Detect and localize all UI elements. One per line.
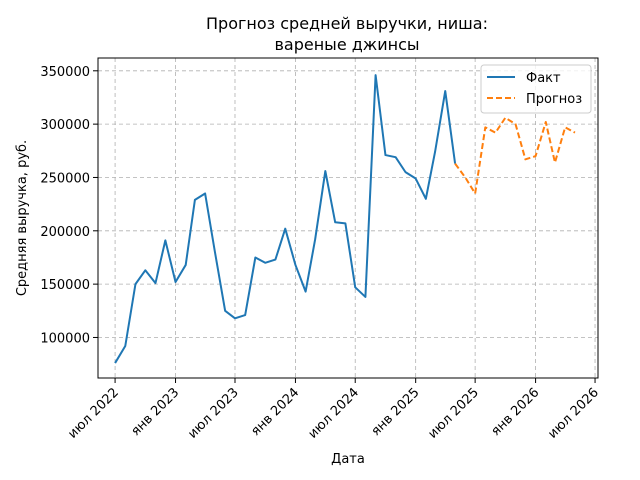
y-tick-label: 300000 [40,118,90,133]
legend-label-forecast: Прогноз [526,92,582,107]
y-tick-label: 100000 [40,331,90,346]
legend: Факт Прогноз [480,64,592,114]
y-tick-label: 150000 [40,278,90,293]
y-tick-label: 350000 [40,65,90,80]
y-tick-label: 250000 [40,171,90,186]
y-axis: 100000 150000 200000 250000 300000 350000 [40,65,98,346]
y-axis-label: Средняя выручка, руб. [15,140,30,296]
chart-title-line-1: Прогноз средней выручки, ниша: [206,14,488,33]
legend-label-fact: Факт [526,71,561,86]
plot-area-frame [97,57,599,379]
chart-title-line-2: вареные джинсы [274,35,419,54]
plot-series [114,74,576,364]
series-line-forecast [454,116,576,195]
y-tick-label: 200000 [40,225,90,240]
series-line-fact [114,74,457,364]
x-axis-label: Дата [331,452,365,467]
